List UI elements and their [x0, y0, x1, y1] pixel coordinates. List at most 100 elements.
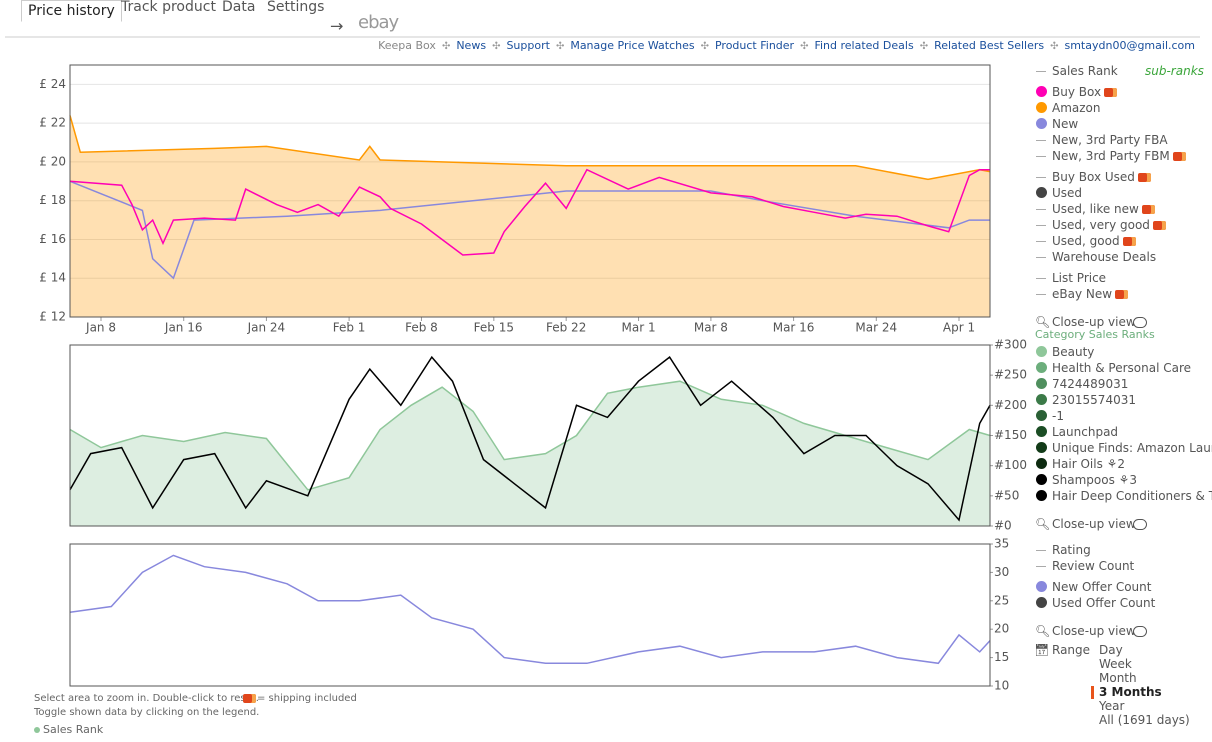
range-option[interactable]: Year: [1099, 699, 1125, 713]
y-tick-label: #100: [994, 458, 1027, 472]
legend-item[interactable]: Used Offer Count: [1052, 596, 1156, 610]
legend-item[interactable]: New: [1052, 117, 1079, 131]
top-links: Keepa Box ✣ News ✣ Support ✣ Manage Price Watc…: [378, 39, 1195, 52]
legend-item[interactable]: Used, like new: [1052, 202, 1155, 216]
legend-item[interactable]: Warehouse Deals: [1052, 250, 1157, 264]
x-tick-label: Jan 24: [247, 321, 286, 335]
range-option[interactable]: Week: [1099, 657, 1132, 671]
legend-item[interactable]: Sales Rank: [1052, 64, 1118, 78]
x-tick-label: Mar 16: [773, 321, 815, 335]
footer-toggle: Toggle shown data by clicking on the leg…: [34, 707, 260, 718]
legend-line: [1036, 156, 1046, 157]
legend-item[interactable]: Used, good: [1052, 234, 1136, 248]
toggle: [1133, 519, 1147, 530]
range-option[interactable]: Month: [1099, 671, 1137, 685]
legend-line: [1036, 278, 1046, 279]
link[interactable]: Product Finder: [714, 39, 795, 52]
x-tick-label: Apr 1: [943, 321, 975, 335]
y-tick-label: £ 12: [39, 310, 66, 324]
legend-item[interactable]: Unique Finds: Amazon Launchpad: [1052, 441, 1212, 455]
legend-item[interactable]: Buy Box Used: [1052, 170, 1151, 184]
legend-item[interactable]: New Offer Count: [1052, 580, 1152, 594]
legend-item[interactable]: List Price: [1052, 271, 1107, 285]
separator: ✣: [441, 41, 451, 52]
legend-marker: [1036, 474, 1047, 485]
series-line: [69, 168, 990, 256]
legend-title: Category Sales Ranks: [1035, 328, 1155, 341]
tab[interactable]: Settings: [267, 0, 325, 15]
legend-line: [1036, 177, 1046, 178]
link[interactable]: smtaydn00@gmail.com: [1064, 39, 1195, 52]
legend-marker: [1036, 426, 1047, 437]
x-tick-label: Feb 8: [405, 321, 438, 335]
sub-rank-count: 2: [1117, 457, 1126, 471]
y-tick-label: #300: [994, 338, 1027, 352]
legend-marker: [1036, 346, 1047, 357]
y-tick-label: £ 24: [39, 77, 66, 91]
separator: ✣: [800, 41, 809, 52]
legend-item[interactable]: 23015574031: [1052, 393, 1136, 407]
y-tick-label: 15: [994, 650, 1009, 664]
y-tick-label: £ 14: [39, 271, 66, 285]
legend-item[interactable]: eBay New: [1052, 287, 1129, 301]
x-tick-label: Jan 16: [164, 321, 203, 335]
legend-line: [1036, 566, 1046, 567]
link[interactable]: Keepa Box: [378, 39, 436, 52]
legend-item[interactable]: Used: [1052, 186, 1083, 200]
link[interactable]: Support: [506, 39, 550, 52]
legend-item[interactable]: Buy Box: [1052, 85, 1118, 99]
legend-item[interactable]: Review Count: [1052, 559, 1135, 573]
legend-line: [1036, 241, 1046, 242]
legend-item[interactable]: New, 3rd Party FBA: [1052, 133, 1168, 147]
separator: ✣: [492, 41, 501, 52]
legend-marker: [1036, 410, 1047, 421]
legend-item[interactable]: Hair Deep Conditioners & Treatments: [1052, 489, 1212, 503]
plot-frame: [69, 344, 991, 527]
sub-ranks-link[interactable]: sub-ranks: [1145, 64, 1204, 78]
series-line: [69, 380, 991, 491]
legend-item[interactable]: Launchpad: [1052, 425, 1119, 439]
legend-marker: [1036, 378, 1047, 389]
x-tick-label: Feb 1: [333, 321, 366, 335]
legend-item[interactable]: Amazon: [1052, 101, 1101, 115]
range-option[interactable]: All (1691 days): [1099, 713, 1190, 727]
range-option[interactable]: Day: [1099, 643, 1123, 657]
legend-item[interactable]: -1: [1052, 409, 1064, 423]
search-icon: 🔍︎: [1035, 624, 1051, 638]
calendar-icon: 📅︎: [1034, 643, 1050, 657]
closeup-toggle[interactable]: Close-up view: [1052, 517, 1136, 531]
shipping-icon: [1172, 152, 1186, 161]
legend-item[interactable]: Used, very good: [1052, 218, 1166, 232]
shipping-icon: [1104, 88, 1118, 97]
closeup-toggle[interactable]: Close-up view: [1052, 624, 1136, 638]
tab[interactable]: Data: [222, 0, 256, 15]
legend-line: [1036, 71, 1046, 72]
separator: ✣: [555, 41, 565, 52]
legend-line: [1036, 294, 1046, 295]
legend-item[interactable]: Beauty: [1052, 345, 1095, 359]
tab[interactable]: Track product: [121, 0, 216, 15]
x-tick-label: Feb 22: [546, 321, 586, 335]
link[interactable]: Find related Deals: [814, 39, 914, 52]
link[interactable]: Related Best Sellers: [934, 39, 1045, 52]
range-option[interactable]: 3 Months: [1099, 685, 1162, 699]
separator: ✣: [700, 41, 709, 52]
legend-line: [1036, 550, 1046, 551]
x-tick-label: Jan 8: [85, 321, 116, 335]
toggle: [1133, 317, 1147, 328]
legend-item[interactable]: Health & Personal Care: [1052, 361, 1192, 375]
link[interactable]: News: [456, 39, 487, 52]
plot-frame: [69, 543, 991, 687]
legend-item[interactable]: New, 3rd Party FBM: [1052, 149, 1186, 163]
tab[interactable]: Price history: [21, 0, 122, 22]
link[interactable]: Manage Price Watches: [570, 39, 695, 52]
y-tick-label: #50: [994, 488, 1019, 502]
legend-item[interactable]: Rating: [1052, 543, 1091, 557]
closeup-toggle[interactable]: Close-up view: [1052, 315, 1136, 329]
legend-item[interactable]: Shampoos ⚘3: [1052, 473, 1138, 487]
legend-item[interactable]: Hair Oils ⚘2: [1052, 457, 1126, 471]
y-tick-label: £ 16: [39, 232, 66, 246]
legend-item[interactable]: 7424489031: [1052, 377, 1129, 391]
x-tick-label: Mar 8: [694, 321, 728, 335]
